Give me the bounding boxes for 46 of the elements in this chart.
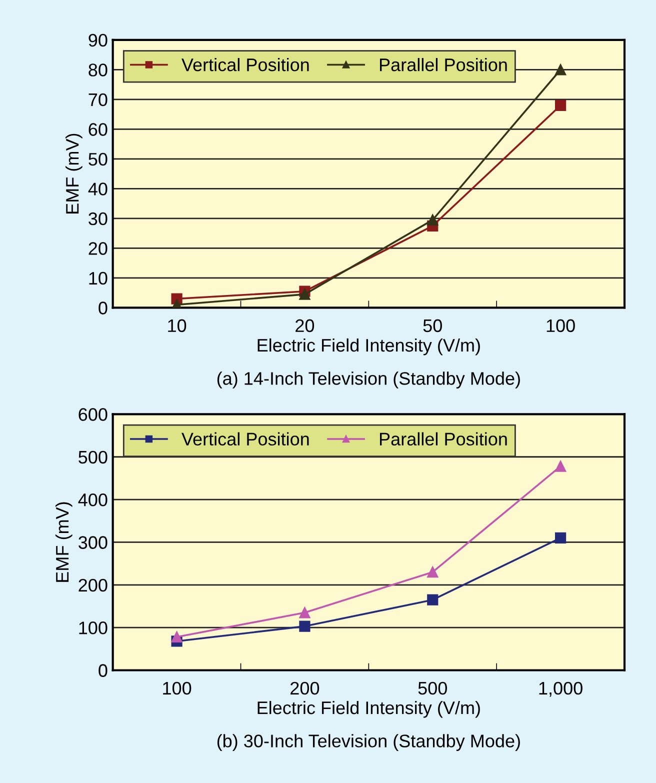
y-tick-label: 30	[88, 212, 108, 226]
point	[171, 631, 182, 643]
y-tick-label: 600	[78, 408, 108, 421]
x-tick-label: 50	[423, 319, 442, 332]
text: (a) 14-Inch Television (Standby Mode)	[217, 372, 520, 388]
point	[554, 532, 566, 544]
y-tick-label: 70	[88, 93, 108, 106]
y-tick-label: 20	[88, 242, 108, 255]
legend-label: Parallel Position	[380, 58, 507, 72]
point	[554, 460, 566, 472]
y-tick-label: 60	[88, 123, 108, 136]
y-tick-label: 80	[88, 64, 108, 76]
legend-label: Vertical Position	[182, 58, 309, 72]
y-tick-label: 500	[78, 450, 108, 464]
y-tick-label: 300	[78, 536, 108, 549]
point	[427, 566, 438, 578]
x-axis-title: Electric Field Intensity (V/m)	[258, 700, 480, 718]
y-tick-label: 10	[89, 272, 108, 285]
x-tick-label: 1,000	[539, 682, 582, 697]
y-axis-title: EMF (mV)	[66, 134, 82, 214]
x-tick-label: 100	[163, 682, 192, 695]
y-tick-label: 400	[78, 493, 108, 506]
y-tick-label: 90	[88, 34, 108, 47]
y-tick-label: 100	[79, 622, 108, 634]
y-tick-label: 50	[88, 152, 108, 166]
point	[299, 620, 310, 632]
point	[554, 64, 566, 76]
x-tick-label: 100	[546, 319, 575, 332]
x-tick-label: 10	[168, 319, 186, 332]
point	[427, 594, 438, 606]
legend-label: Parallel Position	[380, 432, 507, 446]
y-tick-label: 0	[98, 302, 108, 314]
x-tick-label: 20	[296, 319, 314, 332]
x-tick-label: 500	[418, 682, 447, 695]
x-tick-label: 200	[290, 682, 320, 695]
legend-label: Vertical Position	[182, 432, 309, 446]
point	[554, 100, 566, 111]
point	[299, 607, 310, 618]
point	[427, 214, 438, 226]
text: (b) 30-Inch Television (Standby Mode)	[217, 734, 520, 751]
y-tick-label: 40	[88, 182, 108, 196]
y-axis-title: EMF (mV)	[55, 502, 72, 582]
y-tick-label: 0	[98, 664, 108, 677]
y-tick-label: 200	[78, 578, 108, 592]
point	[299, 288, 310, 300]
x-axis-title: Electric Field Intensity (V/m)	[258, 338, 480, 356]
